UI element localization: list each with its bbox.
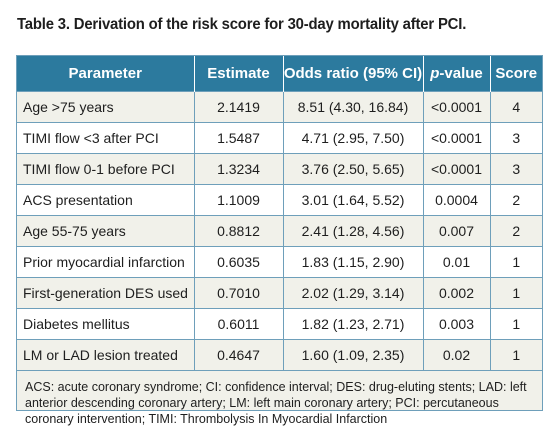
cell-parameter: First-generation DES used [17, 277, 195, 309]
cell-odds-ratio: 3.76 (2.50, 5.65) [282, 153, 424, 185]
table-row: LM or LAD lesion treated 0.4647 1.60 (1.09… [17, 339, 542, 371]
header-score: Score [489, 56, 542, 92]
table-row: Prior myocardial infarction 0.6035 1.83 (1… [17, 246, 542, 278]
cell-odds-ratio: 1.60 (1.09, 2.35) [282, 339, 424, 371]
cell-score: 2 [489, 184, 542, 216]
cell-odds-ratio: 2.41 (1.28, 4.56) [282, 215, 424, 247]
cell-p-value: 0.002 [422, 277, 491, 309]
cell-score: 1 [489, 277, 542, 309]
cell-estimate: 0.4647 [193, 339, 284, 371]
cell-score: 3 [489, 153, 542, 185]
cell-estimate: 1.1009 [193, 184, 284, 216]
risk-score-table: Parameter Estimate Odds ratio (95% CI) p… [17, 56, 542, 371]
header-p-value: p-value [422, 56, 490, 92]
cell-parameter: ACS presentation [17, 184, 195, 216]
cell-p-value: 0.003 [422, 308, 491, 340]
cell-estimate: 1.3234 [193, 153, 284, 185]
table-row: ACS presentation 1.1009 3.01 (1.64, 5.52) 0… [17, 184, 542, 216]
cell-estimate: 2.1419 [193, 91, 284, 123]
header-p-rest: -value [439, 65, 483, 82]
cell-parameter: LM or LAD lesion treated [17, 339, 195, 371]
cell-p-value: 0.0004 [422, 184, 491, 216]
cell-score: 3 [489, 122, 542, 154]
header-estimate: Estimate [193, 56, 283, 92]
cell-parameter: Age >75 years [17, 91, 195, 123]
table-caption: Table 3. Derivation of the risk score fo… [17, 16, 467, 33]
table-row: Age >75 years 2.1419 8.51 (4.30, 16.84) <0.… [17, 91, 542, 123]
cell-score: 1 [489, 339, 542, 371]
header-p-italic: p [430, 65, 440, 82]
cell-parameter: Age 55-75 years [17, 215, 195, 247]
cell-odds-ratio: 1.82 (1.23, 2.71) [282, 308, 424, 340]
cell-p-value: <0.0001 [422, 91, 491, 123]
cell-odds-ratio: 2.02 (1.29, 3.14) [282, 277, 424, 309]
cell-estimate: 1.5487 [193, 122, 284, 154]
cell-parameter: TIMI flow 0-1 before PCI [17, 153, 195, 185]
cell-estimate: 0.8812 [193, 215, 284, 247]
cell-p-value: <0.0001 [422, 153, 491, 185]
cell-score: 2 [489, 215, 542, 247]
table-row: TIMI flow 0-1 before PCI 1.3234 3.76 (2.50… [17, 153, 542, 185]
table-footnote: ACS: acute coronary syndrome; CI: confid… [25, 380, 527, 426]
cell-odds-ratio: 3.01 (1.64, 5.52) [282, 184, 424, 216]
cell-odds-ratio: 1.83 (1.15, 2.90) [282, 246, 424, 278]
cell-odds-ratio: 8.51 (4.30, 16.84) [282, 91, 424, 123]
table-header-row: Parameter Estimate Odds ratio (95% CI) p… [17, 56, 542, 92]
cell-odds-ratio: 4.71 (2.95, 7.50) [282, 122, 424, 154]
table-body: Age >75 years 2.1419 8.51 (4.30, 16.84) <0.… [17, 91, 542, 371]
cell-p-value: <0.0001 [422, 122, 491, 154]
cell-estimate: 0.6035 [193, 246, 284, 278]
header-parameter: Parameter [17, 56, 194, 92]
cell-p-value: 0.02 [422, 339, 491, 371]
table-row: TIMI flow <3 after PCI 1.5487 4.71 (2.95, … [17, 122, 542, 154]
table-row: First-generation DES used 0.7010 2.02 (1.2… [17, 277, 542, 309]
table-row: Diabetes mellitus 0.6011 1.82 (1.23, 2.71)… [17, 308, 542, 340]
cell-estimate: 0.6011 [193, 308, 284, 340]
cell-score: 1 [489, 246, 542, 278]
cell-score: 4 [489, 91, 542, 123]
cell-p-value: 0.01 [422, 246, 491, 278]
cell-score: 1 [489, 308, 542, 340]
table-panel: Parameter Estimate Odds ratio (95% CI) p… [16, 55, 543, 426]
cell-parameter: Diabetes mellitus [17, 308, 195, 340]
table-row: Age 55-75 years 0.8812 2.41 (1.28, 4.56) 0.… [17, 215, 542, 247]
cell-p-value: 0.007 [422, 215, 491, 247]
cell-estimate: 0.7010 [193, 277, 284, 309]
cell-parameter: Prior myocardial infarction [17, 246, 195, 278]
header-odds-ratio: Odds ratio (95% CI) [282, 56, 423, 92]
cell-parameter: TIMI flow <3 after PCI [17, 122, 195, 154]
